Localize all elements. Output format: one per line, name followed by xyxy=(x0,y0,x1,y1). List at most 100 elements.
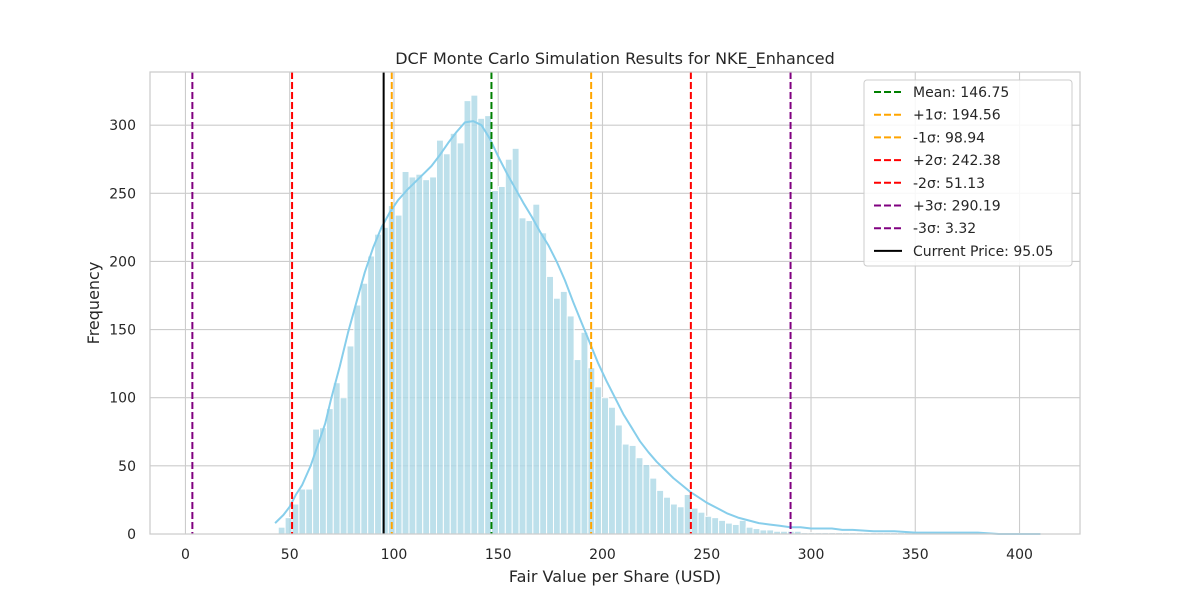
y-tick-label: 300 xyxy=(109,118,136,134)
histogram-bar xyxy=(511,147,520,535)
histogram-bar xyxy=(339,397,348,535)
histogram-bar xyxy=(497,185,506,535)
legend: Mean: 146.75 +1σ: 194.56 -1σ: 98.94 +2σ: 24… xyxy=(863,79,1073,267)
histogram-bar xyxy=(491,190,499,535)
x-tick-label: 250 xyxy=(693,547,720,563)
histogram-bar xyxy=(518,217,527,535)
x-tick-label: 50 xyxy=(281,547,299,563)
histogram-bar xyxy=(601,397,610,535)
histogram-bar xyxy=(532,203,541,535)
legend-label: Current Price: 95.05 xyxy=(913,244,1053,260)
y-tick-label: 200 xyxy=(109,254,136,270)
histogram-bar xyxy=(546,275,554,535)
histogram-bar xyxy=(360,282,369,535)
x-axis-ticks: 0 50 100 150 200 250 300 350 400 xyxy=(181,547,1033,563)
histogram-bar xyxy=(711,517,720,535)
x-tick-label: 350 xyxy=(902,547,929,563)
x-axis-label: Fair Value per Share (USD) xyxy=(509,567,721,586)
histogram-bar xyxy=(608,406,616,535)
histogram-bar xyxy=(477,117,486,535)
y-tick-label: 100 xyxy=(109,391,136,407)
histogram-bar xyxy=(325,408,334,535)
legend-label: +2σ: 242.38 xyxy=(913,153,1001,169)
histogram-bar xyxy=(401,170,410,535)
kde-curve xyxy=(274,120,1041,535)
histogram-bar xyxy=(690,507,699,535)
histogram-bar xyxy=(573,359,582,535)
histogram-bar xyxy=(422,179,431,535)
histogram-bar xyxy=(614,424,623,535)
legend-label: -1σ: 98.94 xyxy=(913,130,985,146)
histogram-bar xyxy=(305,488,314,535)
histogram-bar xyxy=(738,519,747,535)
histogram-bar xyxy=(374,233,382,535)
histogram-bar xyxy=(298,488,307,535)
histogram-bar xyxy=(415,173,424,535)
histogram-bar xyxy=(353,304,362,535)
y-axis-label: Frequency xyxy=(84,262,103,345)
histogram-bar xyxy=(566,315,575,535)
histogram-bar xyxy=(442,153,451,535)
histogram-bar xyxy=(463,100,472,535)
histogram-bar xyxy=(277,526,286,535)
x-tick-label: 0 xyxy=(181,547,190,563)
histogram-bar xyxy=(642,463,651,535)
histogram-bar xyxy=(621,443,630,535)
histogram-bar xyxy=(408,176,417,535)
histogram-bar xyxy=(449,132,458,535)
histogram-bar xyxy=(429,176,438,535)
histogram-bar xyxy=(635,457,644,535)
histogram-bar xyxy=(663,496,671,535)
legend-label: +3σ: 290.19 xyxy=(913,199,1001,215)
x-tick-label: 400 xyxy=(1006,547,1033,563)
plot-frame xyxy=(149,71,1081,535)
histogram-bar xyxy=(649,477,658,535)
x-tick-label: 100 xyxy=(381,547,408,563)
histogram-bar xyxy=(676,506,685,535)
histogram-bar xyxy=(539,232,548,535)
reference-lines xyxy=(191,72,792,534)
histogram-bar xyxy=(697,511,706,535)
y-tick-label: 250 xyxy=(109,186,136,202)
histogram-bar xyxy=(470,94,479,535)
legend-box xyxy=(863,79,1073,267)
histogram-bar xyxy=(284,517,293,535)
y-tick-label: 0 xyxy=(127,527,136,543)
histogram-bar xyxy=(704,515,713,535)
x-tick-label: 300 xyxy=(798,547,825,563)
y-tick-label: 50 xyxy=(118,459,136,475)
histogram-bar xyxy=(669,503,678,535)
histogram-bar xyxy=(718,519,727,535)
chart-title: DCF Monte Carlo Simulation Results for N… xyxy=(395,49,835,69)
y-tick-label: 150 xyxy=(109,323,136,339)
histogram-bar xyxy=(332,382,341,535)
histogram-bar xyxy=(656,489,665,535)
legend-label: -2σ: 51.13 xyxy=(913,176,985,192)
histogram-bar xyxy=(367,255,376,535)
histogram-bar xyxy=(731,523,740,535)
histogram-bar xyxy=(346,345,355,535)
histogram-bar xyxy=(725,522,733,535)
y-axis-ticks: 0 50 100 150 200 250 300 xyxy=(109,118,136,543)
kde-curve-group xyxy=(274,120,1041,535)
histogram-bar xyxy=(752,528,761,535)
histogram-bar xyxy=(594,386,603,535)
histogram-bar xyxy=(580,331,589,535)
histogram-bar xyxy=(559,290,568,535)
histogram-bar xyxy=(319,427,327,535)
histogram-bar xyxy=(552,297,561,535)
histogram-bar xyxy=(456,142,465,535)
histogram-bar xyxy=(628,444,637,535)
legend-label: Mean: 146.75 xyxy=(913,85,1009,101)
x-tick-label: 200 xyxy=(589,547,616,563)
histogram-bar xyxy=(504,158,513,535)
histogram-bar xyxy=(436,139,444,535)
legend-label: +1σ: 194.56 xyxy=(913,108,1001,124)
legend-label: -3σ: 3.32 xyxy=(913,221,976,237)
histogram-bars xyxy=(277,94,967,535)
x-tick-label: 150 xyxy=(485,547,512,563)
histogram-bar xyxy=(745,526,754,535)
histogram-bar xyxy=(380,226,389,535)
